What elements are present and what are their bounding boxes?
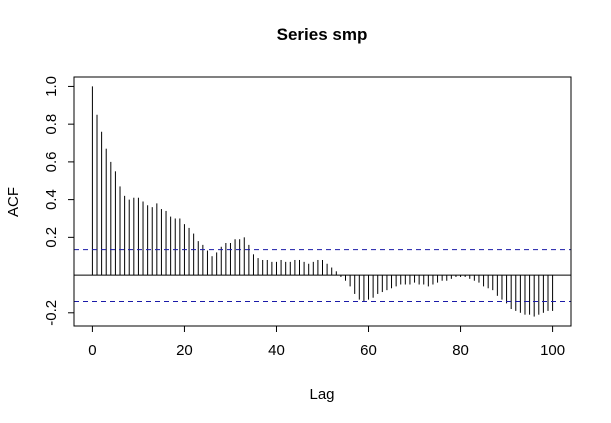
x-tick-label-80: 80 [452,342,469,359]
x-tick-label-40: 40 [268,342,285,359]
chart-title: Series smp [277,25,368,44]
x-tick-label-100: 100 [540,342,565,359]
y-tick-label-0.4: 0.4 [43,189,60,210]
y-tick-label-1.0: 1.0 [43,76,60,97]
y-axis-label: ACF [5,187,22,217]
y-ticks: -0.2 0.2 0.4 0.6 0.8 1.0 [43,76,74,326]
reference-lines [74,249,571,302]
x-axis: 0 20 40 60 80 100 [88,325,565,359]
y-tick-label-0.8: 0.8 [43,114,60,135]
y-tick-label--0.2: -0.2 [43,300,60,326]
x-ticks: 0 20 40 60 80 100 [88,326,565,359]
x-tick-label-60: 60 [360,342,377,359]
y-tick-label-0.2: 0.2 [43,227,60,248]
x-axis-label: Lag [309,386,334,403]
y-tick-label-0.6: 0.6 [43,151,60,172]
x-tick-label-20: 20 [176,342,193,359]
bars-layer [91,86,554,317]
x-tick-label-0: 0 [88,342,96,359]
plot-frame [73,76,572,327]
y-axis: -0.2 0.2 0.4 0.6 0.8 1.0 [43,76,75,326]
